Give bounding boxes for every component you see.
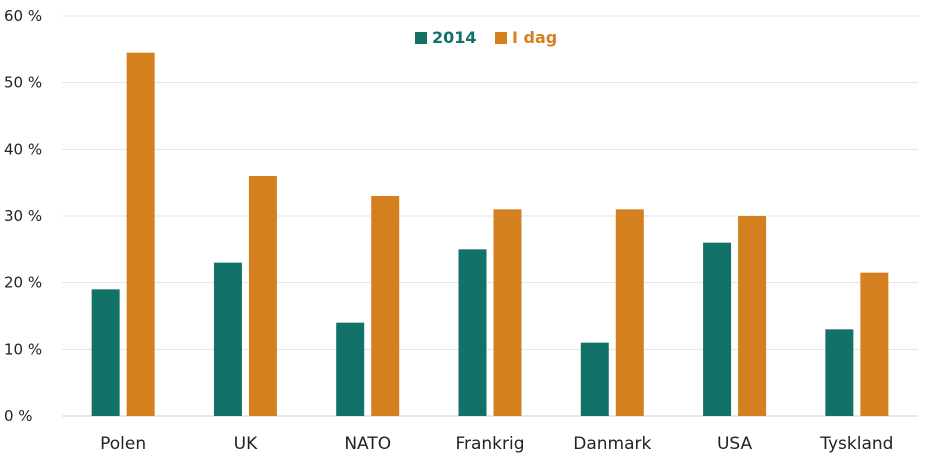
y-tick-label: 40 % [4,140,42,158]
legend-swatch [495,32,507,44]
bar-danmark-series-0 [580,342,609,416]
legend-label: I dag [512,28,557,47]
bar-polen-series-0 [91,289,120,416]
bar-uk-series-1 [248,176,277,416]
bar-frankrig-series-0 [458,249,487,416]
x-tick-label: USA [717,434,753,454]
x-tick-label: UK [234,434,258,454]
x-tick-label: Polen [100,434,146,454]
bars [91,52,889,417]
legend-label: 2014 [432,28,477,47]
x-tick-label: Tyskland [819,434,893,454]
bar-nato-series-1 [371,196,400,416]
bar-nato-series-0 [336,322,365,416]
legend: 2014 I dag [415,28,557,47]
y-tick-label: 50 % [4,74,42,92]
y-tick-label: 30 % [4,207,42,225]
y-tick-label: 60 % [4,7,42,25]
legend-swatch [415,32,427,44]
x-tick-label: Frankrig [455,434,524,454]
y-tick-label: 10 % [4,340,42,358]
bar-danmark-series-1 [615,209,644,416]
x-axis: Polen UK NATO Frankrig Danmark USA Tyskland [100,434,893,454]
bar-usa-series-0 [703,242,732,416]
y-tick-label: 20 % [4,274,42,292]
bar-polen-series-1 [126,52,155,417]
y-axis: 0 % 10 % 20 % 30 % 40 % 50 % 60 % [4,7,42,425]
x-tick-label: NATO [344,434,391,454]
bar-frankrig-series-1 [493,209,522,416]
gridlines [62,15,918,417]
bar-tyskland-series-1 [860,272,889,416]
bar-usa-series-1 [738,216,767,416]
bar-uk-series-0 [213,262,242,416]
x-tick-label: Danmark [573,434,651,454]
bar-tyskland-series-0 [825,329,854,416]
y-tick-label: 0 % [4,407,33,425]
